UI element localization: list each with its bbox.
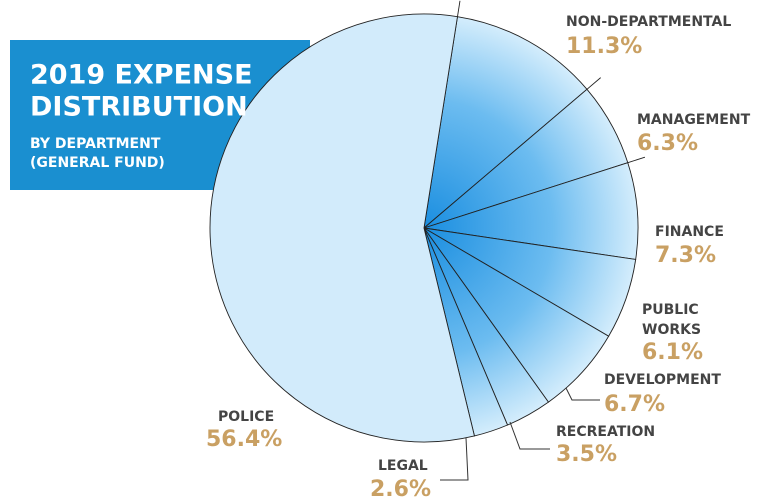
chart-subtitle: BY DEPARTMENT [30, 136, 161, 152]
value-label: 7.3% [655, 243, 716, 268]
category-label: RECREATION [556, 424, 655, 440]
pie-slice [209, 13, 475, 443]
chart-title: DISTRIBUTION [30, 92, 248, 123]
pie-slice [423, 16, 588, 230]
chart-subtitle: (GENERAL FUND) [30, 155, 165, 171]
category-label: FINANCE [655, 224, 724, 240]
value-label: 6.3% [637, 131, 698, 156]
category-label: PUBLIC WORKS [642, 302, 701, 338]
category-label: NON-DEPARTMENTAL [566, 14, 731, 30]
leader-line [586, 77, 601, 90]
leader-line [509, 421, 550, 450]
category-label: POLICE [218, 409, 274, 425]
leader-lines [440, 387, 600, 481]
value-label: 6.1% [642, 340, 703, 365]
leader-line [627, 156, 646, 164]
leader-line [565, 387, 600, 401]
value-label: 11.3% [566, 34, 642, 59]
category-label: LEGAL [378, 458, 428, 474]
pie-slice [423, 162, 639, 260]
pie [209, 0, 646, 443]
value-label: 3.5% [556, 442, 617, 467]
value-label: 6.7% [604, 392, 665, 417]
value-label: 56.4% [206, 427, 282, 452]
leader-line [457, 0, 461, 17]
category-label: DEVELOPMENT [604, 372, 721, 388]
value-label: 2.6% [370, 477, 431, 498]
leader-line [440, 437, 469, 481]
chart-title: 2019 EXPENSE [30, 60, 253, 91]
category-label: MANAGEMENT [637, 112, 751, 128]
